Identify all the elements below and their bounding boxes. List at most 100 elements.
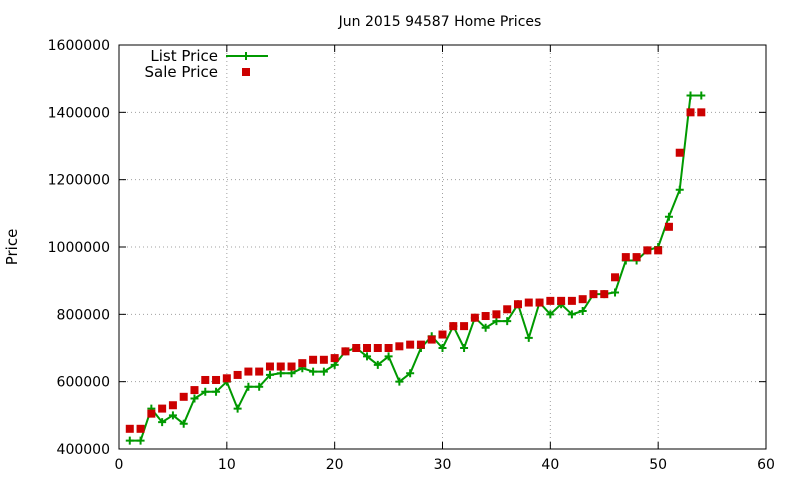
- list-price-point: [363, 352, 372, 361]
- list-price-point: [201, 387, 210, 396]
- sale-price-point: [158, 404, 167, 413]
- list-price-point: [524, 333, 533, 342]
- list-price-point: [578, 306, 587, 315]
- y-tick-label: 1000000: [48, 240, 110, 256]
- sale-price-point: [643, 246, 652, 255]
- sale-price-point: [546, 296, 555, 305]
- sale-price-point: [179, 392, 188, 401]
- sale-price-point: [600, 290, 609, 299]
- list-price-point: [567, 310, 576, 319]
- sale-price-point: [298, 359, 307, 368]
- list-price-point: [136, 436, 145, 445]
- sale-price-point: [395, 342, 404, 351]
- sale-price-point: [578, 295, 587, 304]
- sale-price-point: [406, 340, 415, 349]
- chart-title: Jun 2015 94587 Home Prices: [338, 14, 542, 30]
- list-price-point: [686, 91, 695, 100]
- list-price-point: [664, 212, 673, 221]
- sale-price-point: [147, 409, 156, 418]
- sale-price-point: [330, 354, 339, 363]
- legend-swatch-sale-price-marker: [242, 68, 250, 76]
- sale-price-point: [513, 300, 522, 309]
- list-price-point: [287, 369, 296, 378]
- list-price-point: [697, 91, 706, 100]
- legend-swatch-list-price-marker: [242, 52, 250, 60]
- list-price-point: [319, 367, 328, 376]
- series-layer: [125, 91, 706, 445]
- sale-price-point: [686, 108, 695, 117]
- list-price-point: [168, 411, 177, 420]
- list-price-point: [546, 310, 555, 319]
- sale-price-point: [201, 375, 210, 384]
- list-price-point: [212, 387, 221, 396]
- sale-price-point: [438, 330, 447, 339]
- legend: List Price Sale Price: [145, 47, 268, 81]
- y-axis-label: Price: [3, 229, 21, 266]
- y-tick-label: 800000: [57, 307, 110, 323]
- sale-price-point: [427, 335, 436, 344]
- sale-price-point: [244, 367, 253, 376]
- list-price-point: [406, 369, 415, 378]
- sale-price-point: [492, 310, 501, 319]
- sale-price-point: [222, 374, 231, 383]
- sale-price-point: [276, 362, 285, 371]
- sale-price-point: [190, 386, 199, 395]
- sale-price-point: [449, 322, 458, 331]
- sale-price-point: [460, 322, 469, 331]
- list-price-point: [384, 352, 393, 361]
- sale-price-point: [654, 246, 663, 255]
- sale-price-point: [319, 355, 328, 364]
- sale-price-point: [503, 305, 512, 314]
- list-price-point: [503, 317, 512, 326]
- sale-price-point: [557, 296, 566, 305]
- sale-price-point: [567, 296, 576, 305]
- sale-price-point: [384, 344, 393, 352]
- y-tick-label: 400000: [57, 442, 110, 458]
- sale-price-point: [363, 344, 372, 352]
- sale-price-point: [136, 424, 145, 433]
- y-tick-label: 600000: [57, 375, 110, 391]
- list-price-point: [395, 377, 404, 386]
- list-price-point: [158, 418, 167, 427]
- list-price-point: [276, 369, 285, 378]
- sale-price-point: [255, 367, 264, 376]
- sale-price-point: [481, 312, 490, 321]
- sale-price-point: [611, 273, 620, 282]
- sale-price-point: [675, 148, 684, 157]
- legend-label-sale-price: Sale Price: [145, 63, 218, 81]
- list-price-point: [438, 344, 447, 352]
- sale-price-point: [632, 253, 641, 262]
- list-price-point: [481, 323, 490, 332]
- x-tick-label: 20: [326, 457, 344, 473]
- list-price-point: [265, 370, 274, 379]
- list-price-point: [179, 419, 188, 428]
- list-price-point: [190, 394, 199, 403]
- sale-price-point: [373, 344, 382, 352]
- y-tick-label: 1600000: [48, 38, 110, 54]
- x-tick-label: 10: [218, 457, 236, 473]
- list-price-point: [330, 360, 339, 369]
- sale-price-point: [233, 370, 242, 379]
- sale-price-point: [589, 290, 598, 299]
- y-tick-label: 1200000: [48, 173, 110, 189]
- sale-price-point: [697, 108, 706, 117]
- x-tick-label: 50: [649, 457, 667, 473]
- list-price-point: [309, 367, 318, 376]
- sale-price-point: [341, 347, 350, 356]
- list-price-point: [373, 360, 382, 369]
- legend-label-list-price: List Price: [150, 47, 218, 65]
- list-price-point: [125, 436, 134, 445]
- x-tick-label: 60: [757, 457, 775, 473]
- list-price-point: [244, 382, 253, 391]
- sale-price-point: [265, 362, 274, 371]
- sale-price-point: [416, 340, 425, 349]
- sale-price-point: [470, 313, 479, 322]
- sale-price-point: [212, 375, 221, 384]
- list-price-point: [255, 382, 264, 391]
- sale-price-point: [168, 401, 177, 410]
- list-price-point: [611, 288, 620, 297]
- sale-price-point: [287, 362, 296, 371]
- list-price-point: [675, 185, 684, 194]
